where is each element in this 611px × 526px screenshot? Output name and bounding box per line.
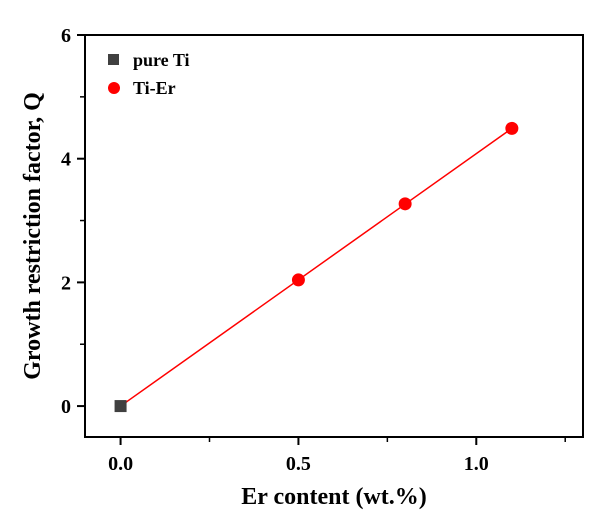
y-axis-label: Growth restriction factor, Q [20, 92, 46, 380]
y-tick-label: 2 [61, 272, 71, 294]
plot-frame [84, 34, 584, 438]
data-point-pure-ti [114, 400, 127, 413]
data-point-ti-er [505, 121, 519, 135]
tick-labels: 0.0 0.5 1.0 0 2 4 6 [61, 25, 489, 475]
legend: pure Ti Ti-Er [108, 50, 190, 98]
legend-label-pure-ti: pure Ti [133, 50, 190, 70]
legend-marker-ti-er [108, 82, 120, 94]
x-axis-label: Er content (wt.%) [241, 484, 427, 510]
data-point-ti-er [291, 273, 305, 287]
y-tick-label: 4 [61, 149, 71, 171]
data-point-ti-er [398, 197, 412, 211]
data-points [114, 121, 519, 413]
x-tick-label: 1.0 [464, 453, 489, 475]
x-tick-label: 0.0 [108, 453, 133, 475]
x-tick-label: 0.5 [286, 453, 311, 475]
y-tick-label: 6 [61, 25, 71, 47]
y-tick-label: 0 [61, 396, 71, 418]
axis-ticks [77, 34, 566, 445]
fit-line [120, 127, 513, 407]
legend-marker-pure-ti [108, 54, 119, 65]
legend-label-ti-er: Ti-Er [133, 78, 176, 98]
